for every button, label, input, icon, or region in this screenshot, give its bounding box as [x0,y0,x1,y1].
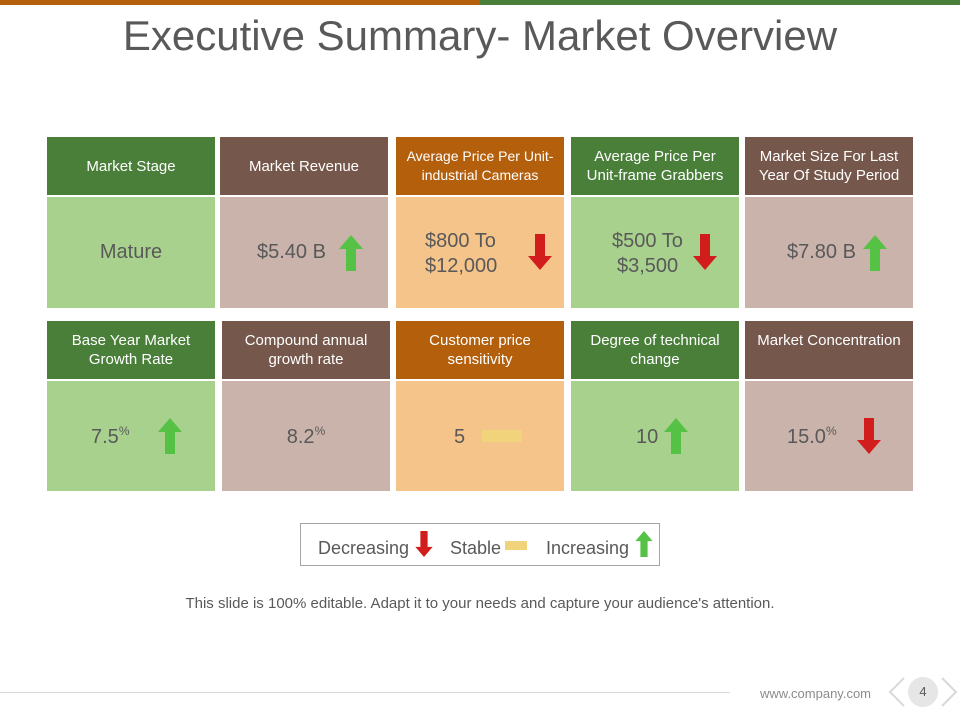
card-market-concentration: Market Concentration 15.0% [745,321,913,491]
card-market-revenue: Market Revenue $5.40 B [220,137,388,308]
card-market-size: Market Size For Last Year Of Study Perio… [745,137,913,308]
card-value: Mature [99,241,163,263]
stable-bar-icon [482,430,522,442]
page-title: Executive Summary- Market Overview [122,12,838,59]
card-value: 8.2% [286,424,326,448]
footer-note: This slide is 100% editable. Adapt it to… [185,595,775,612]
card-value: $5.40 B [257,241,326,263]
card-value-line1: $500 To [612,230,683,252]
stable-bar-icon [505,541,527,550]
legend-stable-label: Stable [450,538,502,558]
card-base-year-growth: Base Year Market Growth Rate 7.5% [47,321,215,491]
card-cagr: Compound annual growth rate 8.2% [222,321,390,491]
card-header: Degree of technical change [571,321,739,379]
legend-increasing-label: Increasing [546,538,630,558]
chevron-right-icon[interactable] [940,676,960,708]
page-number: 4 [908,677,938,707]
card-header: Market Size For Last Year Of Study Perio… [745,137,913,195]
arrow-up-icon [664,418,688,454]
card-value: 15.0% [787,424,837,448]
arrow-down-icon [857,418,881,454]
arrow-up-icon [863,235,887,271]
card-header: Market Concentration [745,321,913,379]
divider [0,692,730,693]
card-value: 5 [454,426,466,448]
card-value-line2: $12,000 [425,255,498,277]
card-avg-price-grabbers: Average Price Per Unit-frame Grabbers $5… [571,137,739,308]
card-value-line2: $3,500 [617,255,679,277]
card-avg-price-cameras: Average Price Per Unit-industrial Camera… [396,137,564,308]
arrow-down-icon [693,234,717,270]
card-header: Average Price Per Unit-frame Grabbers [571,137,739,195]
arrow-up-icon [339,235,363,271]
card-header: Compound annual growth rate [222,321,390,379]
card-value-line1: $800 To [425,230,496,252]
card-header: Base Year Market Growth Rate [47,321,215,379]
card-technical-change: Degree of technical change 10 [571,321,739,491]
card-value: 10 [636,426,659,448]
card-header: Market Stage [47,137,215,195]
chevron-left-icon[interactable] [886,676,906,708]
card-customer-price-sensitivity: Customer price sensitivity 5 [396,321,564,491]
top-accent-bar [0,0,960,5]
card-value: 7.5% [91,424,130,448]
card-market-stage: Market Stage Mature [47,137,215,308]
card-header: Customer price sensitivity [396,321,564,379]
arrow-down-icon [528,234,552,270]
arrow-down-icon [415,531,433,557]
card-value: $7.80 B [787,241,856,263]
legend: Decreasing Stable Increasing [300,523,660,566]
arrow-up-icon [158,418,182,454]
legend-decreasing-label: Decreasing [318,538,410,558]
card-header: Average Price Per Unit-industrial Camera… [396,137,564,195]
company-url[interactable]: www.company.com [760,686,872,701]
arrow-up-icon [635,531,653,557]
card-header: Market Revenue [220,137,388,195]
